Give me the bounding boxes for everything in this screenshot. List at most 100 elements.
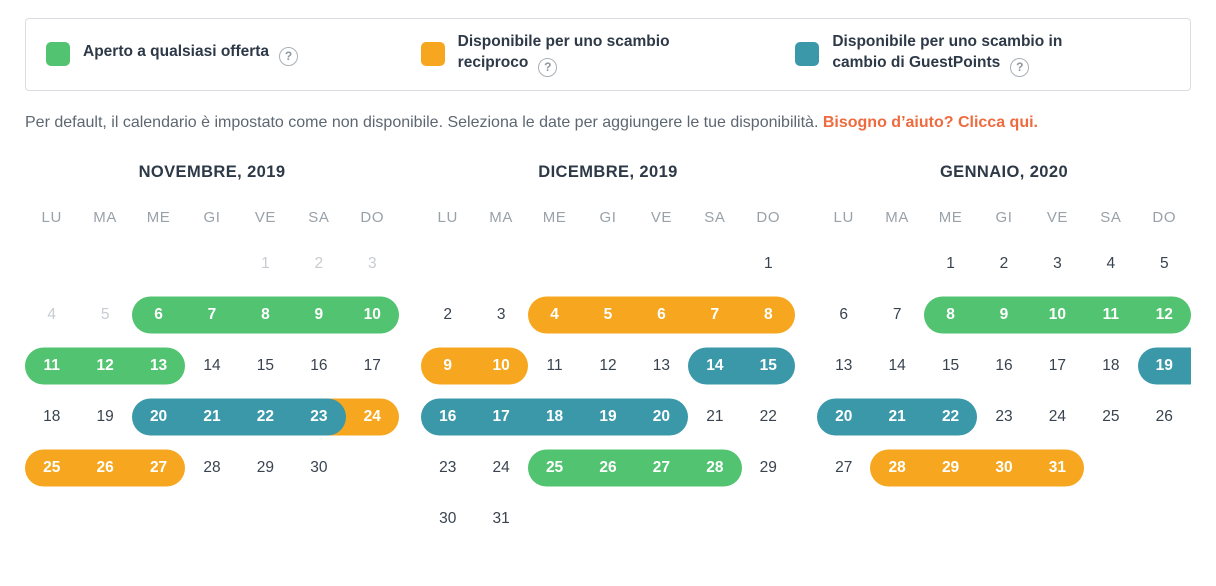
day-cell[interactable]: 7 [688, 289, 742, 340]
help-icon[interactable]: ? [279, 47, 299, 67]
day-cell[interactable]: 10 [345, 289, 399, 340]
day-cell[interactable]: 6 [131, 289, 186, 340]
day-cell[interactable]: 28 [185, 442, 238, 493]
day-cell[interactable]: 18 [1084, 340, 1137, 391]
day-cell[interactable]: 6 [817, 289, 870, 340]
day-cell[interactable]: 26 [78, 442, 132, 493]
day-number: 31 [1048, 458, 1067, 476]
day-cell[interactable]: 25 [25, 442, 79, 493]
day-cell[interactable]: 22 [742, 391, 795, 442]
weekday-header: LU MA ME GI VE SA DO [25, 204, 399, 230]
day-cell[interactable]: 3 [1031, 238, 1084, 289]
day-cell[interactable]: 18 [527, 391, 582, 442]
day-cell[interactable]: 1 [924, 238, 977, 289]
day-cell[interactable]: 14 [688, 340, 742, 391]
day-cell[interactable]: 13 [635, 340, 688, 391]
day-cell[interactable]: 20 [634, 391, 689, 442]
day-cell[interactable]: 2 [421, 289, 474, 340]
day-cell[interactable]: 19 [581, 391, 635, 442]
day-cell[interactable]: 18 [25, 391, 78, 442]
day-cell[interactable]: 15 [741, 340, 795, 391]
day-cell[interactable]: 22 [923, 391, 978, 442]
day-cell[interactable]: 15 [924, 340, 977, 391]
legend-label-text: Disponibile per uno scambio in cambio di… [832, 33, 1063, 71]
day-cell[interactable]: 23 [292, 391, 346, 442]
day-cell[interactable]: 9 [421, 340, 475, 391]
day-cell[interactable]: 8 [741, 289, 795, 340]
day-cell[interactable]: 14 [185, 340, 238, 391]
day-cell[interactable]: 7 [870, 289, 923, 340]
day-cell[interactable]: 2 [977, 238, 1030, 289]
day-cell[interactable]: 11 [528, 340, 581, 391]
day-cell[interactable]: 9 [977, 289, 1031, 340]
day-cell[interactable]: 3 [474, 289, 527, 340]
day-cell[interactable]: 4 [1084, 238, 1137, 289]
day-cell[interactable]: 27 [817, 442, 870, 493]
day-cell[interactable]: 24 [327, 391, 399, 442]
day-cell[interactable]: 24 [1031, 391, 1084, 442]
help-icon[interactable]: ? [538, 57, 558, 77]
day-cell[interactable]: 13 [817, 340, 870, 391]
day-cell[interactable]: 4 [527, 289, 582, 340]
day-cell[interactable]: 21 [185, 391, 239, 442]
day-cell[interactable]: 11 [25, 340, 79, 391]
day-cell[interactable]: 7 [185, 289, 239, 340]
day-cell[interactable]: 21 [688, 391, 741, 442]
day-cell[interactable]: 12 [581, 340, 634, 391]
day-cell[interactable]: 6 [634, 289, 689, 340]
month-calendar: GENNAIO, 2020 LU MA ME GI VE SA DO 1 2 3 4 5 6 7 8 9 10 11… [817, 163, 1191, 544]
day-cell[interactable]: 20 [131, 391, 186, 442]
day-cell[interactable]: 28 [688, 442, 742, 493]
day-cell[interactable]: 5 [581, 289, 635, 340]
availability-pill-orange [1030, 449, 1085, 487]
day-cell[interactable]: 9 [292, 289, 346, 340]
day-cell[interactable]: 31 [1030, 442, 1085, 493]
day-cell[interactable]: 23 [977, 391, 1030, 442]
day-cell[interactable]: 16 [292, 340, 345, 391]
day-number: 11 [1102, 305, 1120, 323]
day-cell[interactable]: 27 [634, 442, 689, 493]
day-cell[interactable]: 12 [78, 340, 132, 391]
day-cell[interactable]: 23 [421, 442, 474, 493]
day-cell[interactable]: 15 [239, 340, 292, 391]
day-cell[interactable]: 14 [870, 340, 923, 391]
day-cell[interactable]: 17 [1031, 340, 1084, 391]
day-cell[interactable]: 27 [131, 442, 186, 493]
day-cell[interactable]: 16 [977, 340, 1030, 391]
day-cell[interactable]: 8 [923, 289, 978, 340]
day-cell[interactable]: 20 [817, 391, 871, 442]
day-cell[interactable]: 17 [346, 340, 399, 391]
day-cell[interactable]: 24 [474, 442, 527, 493]
day-cell[interactable]: 17 [474, 391, 528, 442]
day-number: 25 [1102, 407, 1120, 425]
day-cell[interactable]: 29 [742, 442, 795, 493]
day-cell[interactable]: 1 [742, 238, 795, 289]
day-cell[interactable]: 25 [1084, 391, 1137, 442]
day-cell[interactable]: 8 [238, 289, 293, 340]
day-cell[interactable]: 13 [131, 340, 186, 391]
help-link[interactable]: Bisogno d’aiuto? Clicca qui. [822, 113, 1038, 131]
day-cell[interactable]: 12 [1137, 289, 1191, 340]
day-cell[interactable]: 28 [870, 442, 924, 493]
help-icon[interactable]: ? [1010, 57, 1030, 77]
day-cell[interactable]: 10 [474, 340, 528, 391]
day-cell[interactable]: 19 [78, 391, 131, 442]
week-row: 18 19 20 21 22 23 24 [25, 391, 399, 442]
day-cell[interactable]: 19 [1137, 340, 1191, 391]
day-cell[interactable]: 16 [421, 391, 475, 442]
day-cell[interactable]: 22 [238, 391, 293, 442]
day-cell[interactable]: 5 [1138, 238, 1191, 289]
day-cell[interactable]: 30 [421, 493, 474, 544]
day-cell[interactable]: 11 [1084, 289, 1138, 340]
day-cell[interactable]: 26 [581, 442, 635, 493]
day-cell[interactable]: 30 [977, 442, 1031, 493]
day-cell[interactable]: 10 [1030, 289, 1085, 340]
day-cell[interactable]: 29 [923, 442, 978, 493]
day-cell[interactable]: 29 [239, 442, 292, 493]
day-cell[interactable]: 30 [292, 442, 345, 493]
week-row: 23 24 25 26 27 28 29 [421, 442, 795, 493]
day-cell[interactable]: 26 [1138, 391, 1191, 442]
day-cell[interactable]: 31 [474, 493, 527, 544]
day-cell[interactable]: 25 [527, 442, 582, 493]
day-cell[interactable]: 21 [870, 391, 924, 442]
